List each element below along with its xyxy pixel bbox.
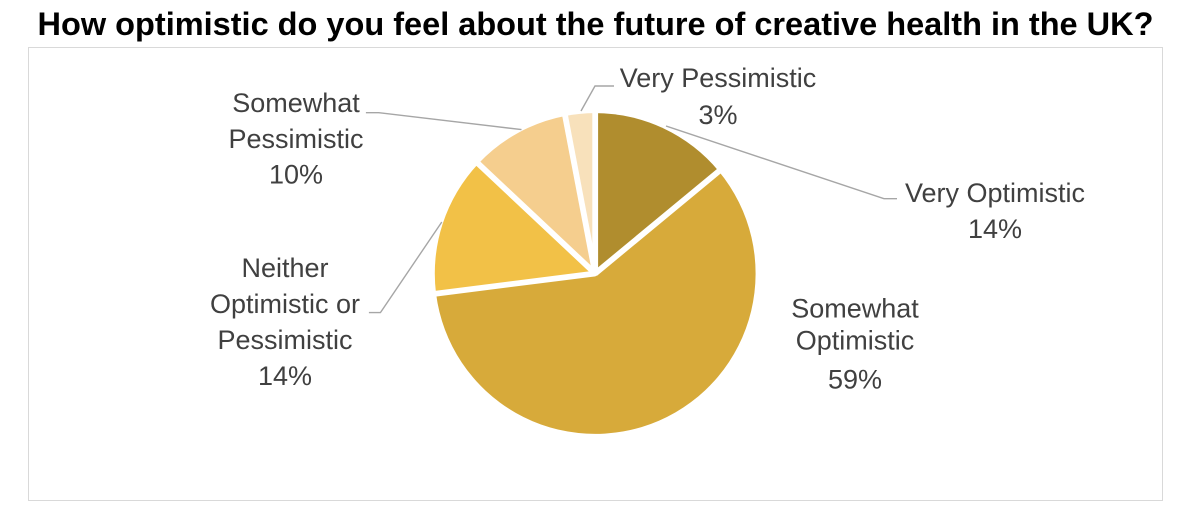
svg-text:Very Optimistic: Very Optimistic — [905, 178, 1085, 208]
svg-text:59%: 59% — [828, 365, 882, 395]
svg-text:How optimistic do you feel abo: How optimistic do you feel about the fut… — [38, 6, 1154, 42]
svg-text:3%: 3% — [698, 100, 737, 130]
svg-text:10%: 10% — [269, 160, 323, 190]
svg-text:Somewhat: Somewhat — [791, 294, 919, 324]
svg-text:Pessimistic: Pessimistic — [228, 124, 363, 154]
svg-text:14%: 14% — [968, 214, 1022, 244]
svg-text:Pessimistic: Pessimistic — [217, 325, 352, 355]
svg-text:Very Pessimistic: Very Pessimistic — [620, 63, 817, 93]
svg-text:Optimistic or: Optimistic or — [210, 289, 360, 319]
svg-text:14%: 14% — [258, 361, 312, 391]
svg-text:Somewhat: Somewhat — [232, 88, 360, 118]
svg-text:Neither: Neither — [241, 253, 328, 283]
svg-text:Optimistic: Optimistic — [796, 326, 915, 356]
